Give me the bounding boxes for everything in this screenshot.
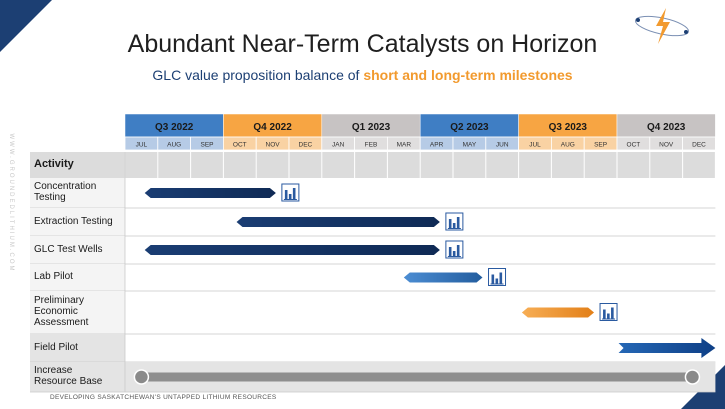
- quarter-label: Q4 2022: [253, 122, 292, 133]
- activity-label-line: Extraction Testing: [34, 215, 113, 227]
- slide-title: Abundant Near-Term Catalysts on Horizon: [127, 30, 598, 58]
- activity-label: Extraction Testing: [34, 216, 113, 227]
- timeline-bar: [144, 245, 440, 255]
- activity-label-line: Economic: [34, 306, 78, 317]
- activity-label: Concentration Testing: [34, 181, 96, 203]
- month-label: NOV: [266, 142, 281, 149]
- report-icon-bar: [456, 217, 460, 228]
- month-cell: [682, 136, 716, 151]
- timeline-end-dot: [684, 369, 701, 385]
- corner-decoration-top-left: [0, 0, 52, 52]
- month-label: JUN: [496, 142, 509, 149]
- month-label: SEP: [594, 142, 607, 149]
- report-chart-icon: [488, 268, 507, 286]
- month-label: JUL: [136, 142, 148, 149]
- activity-label-cell: [30, 178, 125, 208]
- month-label: NOV: [659, 142, 674, 149]
- activity-label-cell: [30, 264, 125, 291]
- month-label: JUL: [529, 142, 541, 149]
- activity-label: GLC Test Wells: [34, 244, 103, 255]
- quarter-label: Q3 2022: [155, 122, 194, 133]
- report-icon-bar: [456, 245, 460, 256]
- activity-label-cell: [30, 208, 125, 236]
- activity-label-line: Increase: [34, 365, 73, 376]
- timeline-bar: [236, 217, 440, 227]
- report-chart-icon: [281, 183, 300, 202]
- timeline-start-dot: [133, 369, 150, 385]
- report-icon-bar: [607, 313, 610, 319]
- activity-label-line: Testing: [34, 192, 66, 203]
- subtitle-highlight: short and long-term milestones: [363, 67, 573, 83]
- activity-label-line: Preliminary: [34, 295, 85, 306]
- activity-label-cell: [30, 362, 125, 392]
- activity-label-line: Resource Base: [34, 376, 103, 387]
- month-label: MAY: [463, 142, 477, 149]
- activity-label: Field Pilot: [34, 342, 78, 353]
- report-icon-bar: [448, 247, 452, 256]
- activity-label: Lab Pilot: [34, 271, 73, 282]
- activity-label-line: Assessment: [34, 317, 89, 328]
- quarter-label: Q3 2023: [549, 122, 588, 133]
- activity-label-line: Concentration: [34, 181, 97, 192]
- report-chart-icon: [445, 212, 464, 231]
- footer-tagline: DEVELOPING SASKATCHEWAN'S UNTAPPED LITHI…: [50, 394, 277, 401]
- month-label: DEC: [299, 142, 313, 149]
- month-label: DEC: [692, 142, 706, 149]
- month-label: SEP: [200, 142, 213, 149]
- report-icon-bar: [611, 307, 614, 319]
- activity-label-line: Lab Pilot: [34, 271, 73, 282]
- activity-label: Increase Resource Base: [34, 365, 102, 387]
- subtitle-prefix: GLC value proposition balance of: [152, 67, 364, 83]
- timeline-bar: [521, 307, 595, 318]
- report-chart-icon: [445, 240, 464, 259]
- activity-label-cell: [30, 334, 125, 362]
- report-icon-bar: [499, 272, 503, 284]
- month-label: OCT: [233, 142, 247, 149]
- report-icon-bar: [292, 188, 296, 199]
- slide-subtitle: GLC value proposition balance of short a…: [0, 67, 725, 83]
- report-icon-bar: [452, 223, 456, 228]
- month-label: OCT: [627, 142, 641, 149]
- activity-label: Preliminary Economic Assessment: [34, 295, 88, 328]
- report-icon-bar: [288, 194, 292, 199]
- report-chart-icon: [599, 303, 618, 321]
- quarter-label: Q2 2023: [450, 122, 489, 133]
- report-icon-bar: [284, 190, 288, 199]
- month-label: APR: [430, 142, 444, 149]
- activity-label-cell: [30, 236, 125, 264]
- timeline-bar: [141, 372, 693, 382]
- activity-label-line: Field Pilot: [34, 341, 78, 353]
- month-label: FEB: [365, 142, 378, 149]
- month-label: AUG: [167, 142, 181, 149]
- report-icon-bar: [603, 309, 606, 319]
- timeline-arrow: [618, 338, 716, 358]
- report-icon-bar: [495, 278, 499, 284]
- quarter-label: Q1 2023: [352, 122, 391, 133]
- quarter-label: Q4 2023: [647, 122, 686, 133]
- timeline-bar: [403, 272, 483, 283]
- activity-label-cell: [30, 291, 125, 334]
- month-label: JAN: [332, 142, 345, 149]
- month-label: AUG: [561, 142, 575, 149]
- activity-column-header: Activity: [34, 158, 74, 170]
- report-icon-bar: [452, 251, 456, 256]
- report-icon-bar: [448, 219, 452, 228]
- activity-label-line: GLC Test Wells: [34, 243, 103, 255]
- report-icon-bar: [491, 274, 495, 284]
- activity-header-row: [30, 152, 716, 178]
- timeline-bar: [144, 188, 276, 198]
- company-logo: [635, 8, 689, 44]
- month-label: MAR: [397, 142, 412, 149]
